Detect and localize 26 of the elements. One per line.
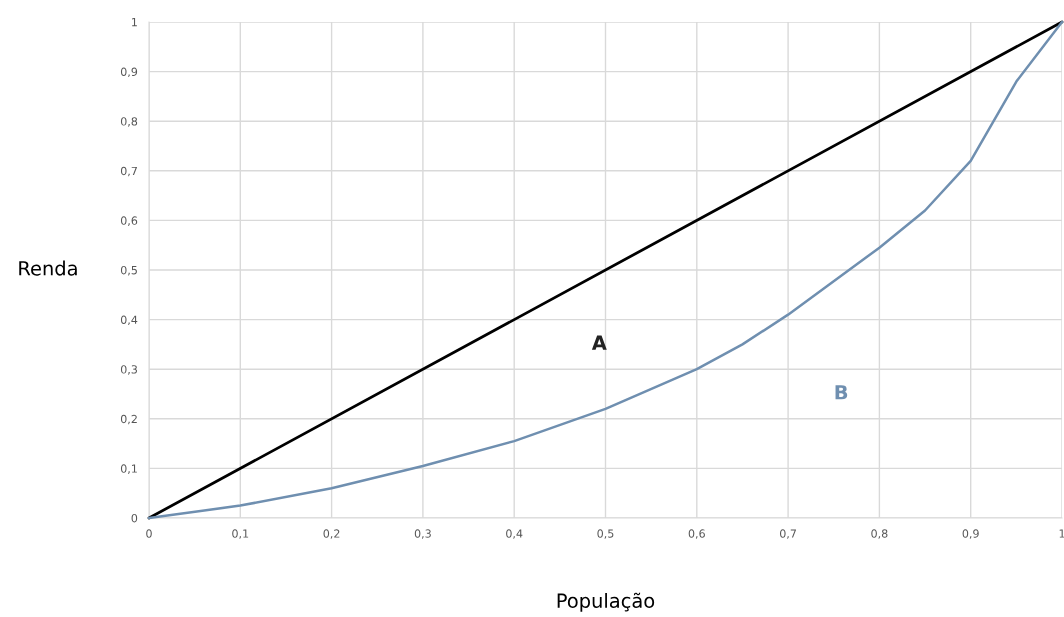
y-tick-label: 1 xyxy=(132,18,137,27)
annotation: B xyxy=(835,385,848,400)
y-tick-label: 0,9 xyxy=(120,67,138,78)
x-tick-label: 0,9 xyxy=(962,529,979,539)
y-tick-label: 0,7 xyxy=(120,166,137,177)
x-tick-label: 0 xyxy=(146,529,152,538)
y-tick-label: 0,5 xyxy=(120,265,137,276)
x-axis-title: População xyxy=(557,592,655,612)
x-tick-label: 0,5 xyxy=(597,529,614,539)
y-tick-label: 0,8 xyxy=(120,117,138,127)
x-tick-label: 0,4 xyxy=(506,529,523,539)
x-tick-label: 1 xyxy=(1059,529,1064,538)
y-tick-label: 0,6 xyxy=(120,216,138,226)
y-tick-label: 0 xyxy=(131,513,138,523)
y-tick-label: 0,4 xyxy=(120,315,138,326)
x-tick-label: 0,6 xyxy=(688,529,705,539)
y-tick-label: 0,2 xyxy=(120,414,137,425)
x-tick-label: 0,7 xyxy=(780,529,796,539)
x-tick-label: 0,3 xyxy=(414,529,431,539)
y-tick-label: 0,1 xyxy=(120,464,137,474)
y-tick-label: 0,3 xyxy=(120,365,137,375)
y-axis-title: Renda xyxy=(19,260,77,276)
x-tick-label: 0,8 xyxy=(871,529,888,539)
x-tick-label: 0,1 xyxy=(232,529,249,539)
annotation: A xyxy=(591,335,607,350)
x-tick-label: 0,2 xyxy=(323,529,340,539)
